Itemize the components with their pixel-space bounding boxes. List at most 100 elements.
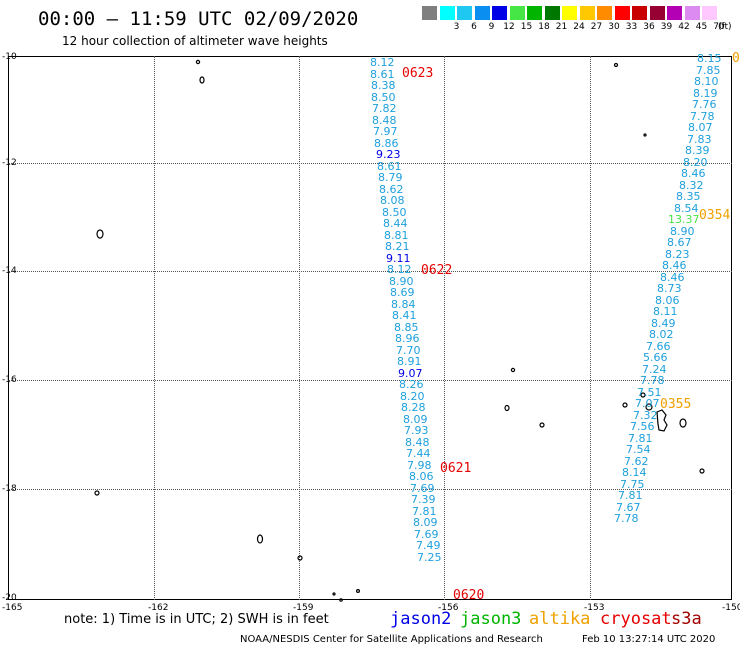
wave-height-value: 7.78 xyxy=(690,109,715,123)
x-tick-label: -165 xyxy=(2,603,23,613)
colorbar-label: 3 xyxy=(453,22,460,32)
wave-height-value: 8.61 xyxy=(377,159,402,173)
wave-height-value: 8.90 xyxy=(670,224,695,238)
wave-height-value: 7.66 xyxy=(646,339,671,353)
colorbar-swatch xyxy=(632,6,647,20)
wave-height-value: 7.69 xyxy=(414,527,439,541)
island xyxy=(339,598,343,602)
colorbar-label: 15 xyxy=(520,22,533,32)
wave-height-value: 8.91 xyxy=(397,355,422,368)
wave-height-value: 7.93 xyxy=(404,424,429,437)
wave-height-value: 8.09 xyxy=(413,516,438,529)
y-tick-label: -10 xyxy=(2,52,17,62)
colorbar-swatch xyxy=(544,6,560,20)
wave-height-value: 8.84 xyxy=(391,297,416,311)
wave-height-value: 8.81 xyxy=(384,228,409,242)
y-tick-label: -20 xyxy=(2,593,17,603)
colorbar-swatch xyxy=(702,6,717,20)
wave-height-value: 8.38 xyxy=(371,79,396,92)
wave-height-value: 8.96 xyxy=(395,332,420,345)
wave-height-value: 8.67 xyxy=(667,236,692,249)
wave-height-value: 7.81 xyxy=(618,489,643,502)
island xyxy=(645,403,653,411)
wave-height-value: 8.06 xyxy=(409,470,434,483)
wave-height-value: 8.90 xyxy=(389,274,414,288)
timestamp: Feb 10 13:27:14 UTC 2020 xyxy=(582,634,716,645)
wave-height-value: 7.75 xyxy=(620,477,645,491)
x-tick-label: -150 xyxy=(722,603,740,613)
grid-line-vertical xyxy=(154,56,155,600)
wave-height-value: 7.56 xyxy=(630,420,655,433)
colorbar-label: 24 xyxy=(573,22,585,32)
colorbar-swatch xyxy=(684,6,700,20)
legend-entry-cryosat: cryosat xyxy=(600,609,672,629)
wave-height-value: 7.51 xyxy=(637,385,662,399)
wave-height-value: 8.35 xyxy=(676,190,701,203)
pass-time-label: 0355 xyxy=(660,397,692,412)
wave-height-value: 8.49 xyxy=(651,316,676,330)
colorbar-swatch xyxy=(474,6,490,20)
colorbar-label: 45 xyxy=(695,22,708,32)
colorbar-label: 12 xyxy=(503,22,515,32)
wave-height-value: 7.76 xyxy=(692,98,717,111)
wave-height-value: 7.69 xyxy=(410,481,435,495)
grid-line-vertical xyxy=(444,56,445,600)
colorbar-swatch xyxy=(492,6,507,20)
wave-height-value: 8.32 xyxy=(679,178,704,192)
wave-height-value: 9.11 xyxy=(386,251,411,265)
island xyxy=(195,59,201,65)
colorbar-label: 6 xyxy=(471,22,477,32)
grid-line-horizontal xyxy=(8,271,732,272)
wave-height-value: 8.46 xyxy=(681,167,706,180)
island xyxy=(96,229,104,239)
wave-height-value: 8.41 xyxy=(392,309,417,322)
wave-height-value: 7.81 xyxy=(412,504,437,518)
wave-height-value: 7.85 xyxy=(696,63,721,77)
pass-time-label: 0622 xyxy=(421,263,453,278)
colorbar-swatch xyxy=(579,6,595,20)
wave-height-value: 8.02 xyxy=(649,328,674,341)
wave-height-value: 7.78 xyxy=(614,512,639,525)
legend-entry-altika: altika xyxy=(529,609,591,629)
wave-height-value: 8.20 xyxy=(683,155,708,169)
colorbar-swatch xyxy=(422,6,437,20)
colorbar-swatch xyxy=(597,6,612,20)
x-tick-label: -162 xyxy=(148,603,169,613)
grid-line-horizontal xyxy=(8,489,732,490)
wave-height-value: 7.62 xyxy=(624,454,649,468)
colorbar-swatch xyxy=(439,6,455,20)
wave-height-value: 8.39 xyxy=(685,144,710,157)
colorbar-label: 9 xyxy=(488,22,495,32)
wave-height-value: 8.15 xyxy=(697,52,722,65)
wave-height-value: 8.20 xyxy=(400,389,425,403)
wave-height-value: 8.14 xyxy=(622,466,647,479)
wave-height-value: 7.81 xyxy=(628,431,653,445)
y-tick-label: -14 xyxy=(2,266,17,276)
wave-height-value: 7.07 xyxy=(635,397,660,410)
wave-height-value: 5.66 xyxy=(643,351,668,364)
grid-line-vertical xyxy=(299,56,300,600)
grid-line-horizontal xyxy=(8,380,732,381)
colorbar-swatch xyxy=(667,6,682,20)
footer-note: note: 1) Time is in UTC; 2) SWH is in fe… xyxy=(64,612,329,627)
credit-text: NOAA/NESDIS Center for Satellite Applica… xyxy=(240,634,543,645)
wave-height-value: 8.86 xyxy=(374,136,399,150)
island xyxy=(199,76,205,84)
wave-height-value: 7.67 xyxy=(616,500,641,514)
wave-height-value: 9.23 xyxy=(376,148,401,161)
wave-height-value: 8.10 xyxy=(694,75,719,88)
colorbar-label: 30 xyxy=(608,22,620,32)
wave-height-value: 8.85 xyxy=(394,320,419,334)
x-tick-label: -156 xyxy=(438,603,459,613)
pass-time-label: 0623 xyxy=(402,66,434,81)
wave-height-value: 13.37 xyxy=(668,213,700,226)
map-subtitle: 12 hour collection of altimeter wave hei… xyxy=(62,34,328,48)
pass-time-label: 0620 xyxy=(453,588,485,603)
colorbar-label: 42 xyxy=(678,22,690,32)
island xyxy=(510,367,516,373)
wave-height-value: 7.44 xyxy=(406,447,431,460)
x-tick-label: -159 xyxy=(293,603,314,613)
colorbar-swatch xyxy=(562,6,577,20)
island xyxy=(256,534,264,544)
wave-height-value: 8.28 xyxy=(401,401,426,414)
